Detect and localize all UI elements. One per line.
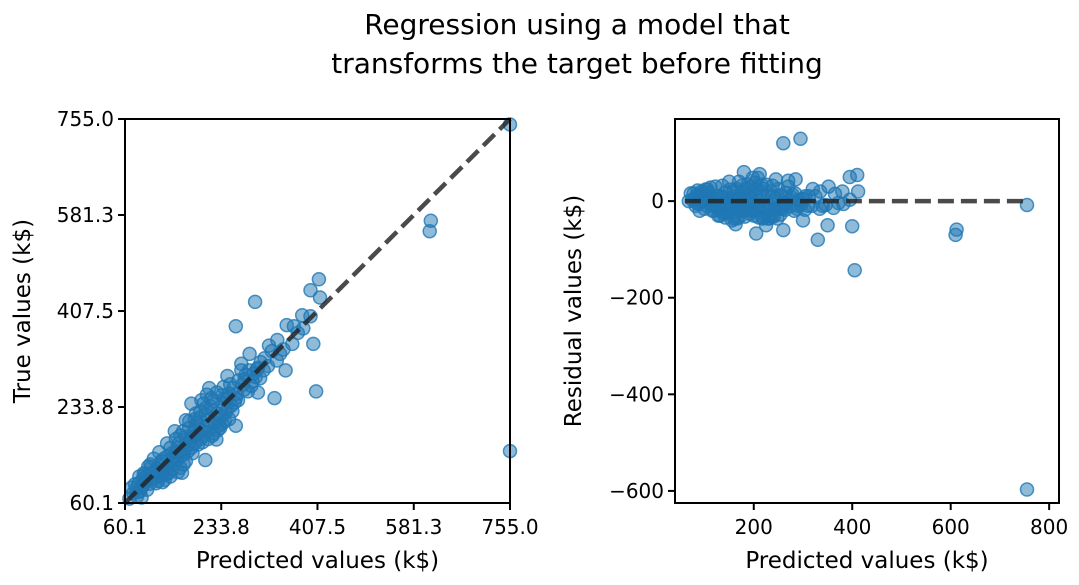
p1-y-tick-label-0: 0 bbox=[651, 189, 664, 213]
p0-point-165 bbox=[252, 370, 268, 386]
p0-point-186 bbox=[204, 390, 219, 406]
p1-point-7 bbox=[793, 131, 808, 147]
p0-point-142 bbox=[167, 423, 183, 439]
p0-point-160 bbox=[225, 404, 240, 419]
p0-y-tick-label-2: 407.5 bbox=[57, 299, 114, 323]
p0-y-tick-label-0: 60.1 bbox=[69, 491, 114, 515]
p1-point-42 bbox=[820, 218, 835, 233]
p1-point-90 bbox=[821, 179, 836, 194]
p1-point-97 bbox=[776, 222, 791, 238]
p0-point-181 bbox=[217, 414, 232, 429]
p1-point-45 bbox=[842, 169, 858, 185]
p0-y-tick-label-3: 581.3 bbox=[57, 203, 114, 227]
p1-point-6 bbox=[844, 218, 860, 234]
p0-y-axis-label: True values (k$) bbox=[10, 219, 36, 404]
p0-x-tick-label-2: 407.5 bbox=[289, 515, 346, 539]
p1-y-axis-label: Residual values (k$) bbox=[561, 195, 587, 427]
p1-point-0 bbox=[1019, 482, 1035, 497]
p1-point-92 bbox=[847, 262, 862, 278]
p0-point-92 bbox=[308, 384, 324, 399]
p0-y-tick-label-1: 233.8 bbox=[57, 395, 114, 419]
p0-point-6 bbox=[306, 336, 321, 352]
p1-point-165 bbox=[797, 202, 813, 218]
p0-x-tick-label-1: 233.8 bbox=[193, 515, 250, 539]
panel-true-vs-predicted: 60.1 233.8 407.5 581.3 755.0 60.1 233.8 407.5 58… bbox=[10, 107, 539, 574]
p0-x-tick-label-3: 581.3 bbox=[385, 515, 442, 539]
p0-point-7 bbox=[247, 294, 263, 310]
p0-point-19 bbox=[198, 452, 213, 468]
p1-x-tick-label-2: 600 bbox=[932, 515, 970, 539]
p1-point-181 bbox=[766, 209, 781, 224]
p0-point-163 bbox=[240, 384, 256, 399]
p0-point-99 bbox=[267, 390, 282, 406]
p1-x-tick-label-1: 400 bbox=[833, 515, 871, 539]
p1-point-168 bbox=[711, 208, 726, 223]
p1-point-99 bbox=[810, 232, 826, 248]
p1-y-tick-label-2: −400 bbox=[609, 382, 664, 406]
p1-x-axis-label: Predicted values (k$) bbox=[745, 548, 988, 574]
p1-point-8 bbox=[776, 135, 791, 151]
p1-point-1 bbox=[1019, 197, 1035, 213]
p0-reference-line bbox=[123, 117, 512, 505]
p1-y-tick-label-1: −200 bbox=[609, 286, 664, 310]
p0-point-3 bbox=[423, 213, 439, 228]
p0-x-axis-label: Predicted values (k$) bbox=[196, 548, 439, 574]
p1-point-186 bbox=[754, 177, 769, 192]
p0-point-48 bbox=[242, 346, 257, 362]
p1-y-tick-label-3: −600 bbox=[609, 479, 664, 503]
p0-y-tick-label-4: 755.0 bbox=[57, 107, 114, 131]
p1-point-3 bbox=[949, 222, 964, 237]
p0-point-42 bbox=[278, 363, 293, 378]
p1-point-19 bbox=[748, 226, 764, 241]
panel-residuals-vs-predicted: 200 400 600 800 0 −200 −400 −600 Predicted value… bbox=[561, 118, 1068, 574]
p1-point-187 bbox=[729, 211, 745, 226]
figure-title-line-2: transforms the target before fitting bbox=[331, 47, 823, 80]
p0-x-tick-label-4: 755.0 bbox=[481, 515, 538, 539]
figure-title-line-1: Regression using a model that bbox=[364, 8, 790, 41]
p0-point-4 bbox=[311, 272, 327, 287]
p0-point-45 bbox=[303, 283, 318, 298]
p0-point-168 bbox=[155, 474, 170, 490]
p1-axes-frame bbox=[674, 118, 1060, 504]
p1-x-tick-label-0: 200 bbox=[735, 515, 773, 539]
p1-x-tick-label-3: 800 bbox=[1030, 515, 1068, 539]
p0-point-8 bbox=[228, 318, 244, 334]
p0-point-155 bbox=[296, 321, 311, 336]
p0-x-tick-label-0: 60.1 bbox=[103, 515, 148, 539]
p0-point-90 bbox=[279, 317, 294, 333]
p1-point-142 bbox=[721, 174, 737, 190]
p0-point-5 bbox=[312, 290, 328, 305]
